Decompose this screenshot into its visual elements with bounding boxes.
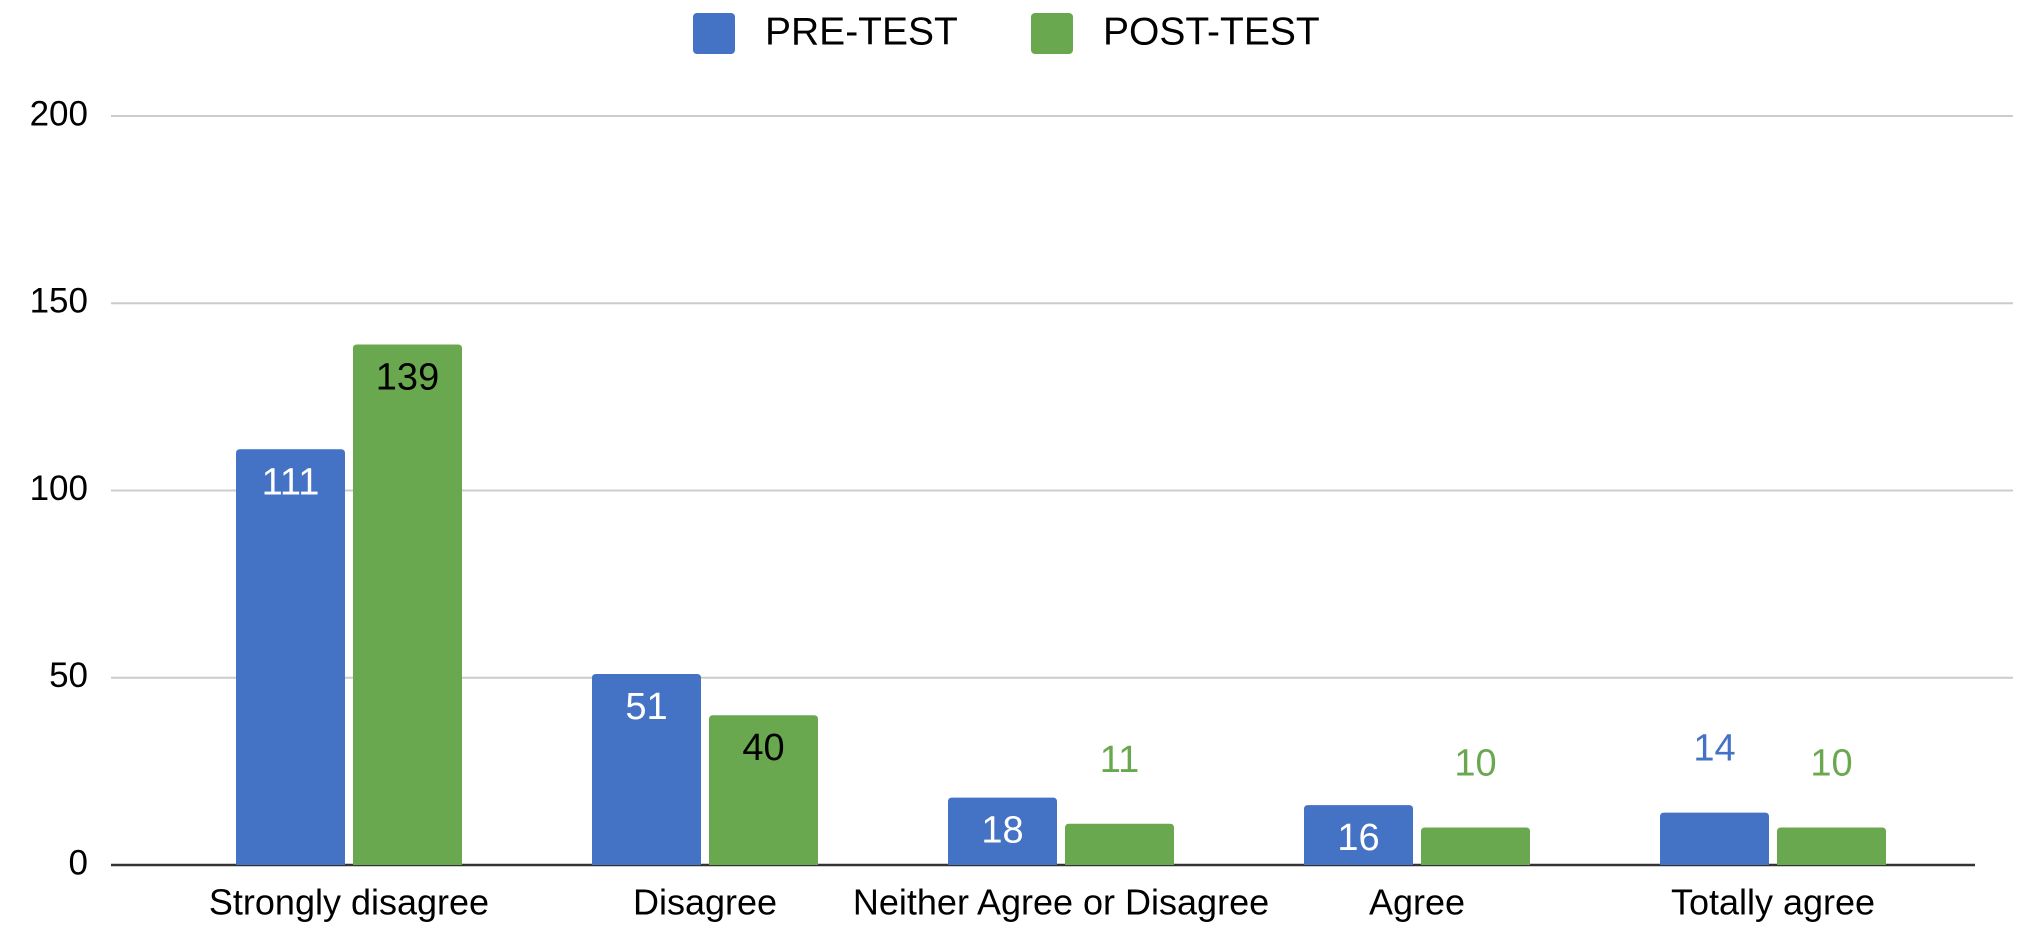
- bar: [1660, 812, 1769, 865]
- x-tick-label: Neither Agree or Disagree: [853, 882, 1269, 923]
- bar: [592, 674, 701, 865]
- value-label: 11: [1100, 739, 1139, 781]
- value-label: 14: [1693, 728, 1735, 770]
- x-tick-label: Totally agree: [1671, 882, 1875, 923]
- bar: [709, 715, 818, 865]
- y-tick-label: 100: [30, 469, 88, 508]
- value-label: 16: [1337, 817, 1379, 859]
- value-label: 18: [981, 810, 1023, 852]
- value-label: 40: [742, 727, 784, 769]
- bar: [236, 449, 345, 865]
- y-tick-label: 50: [49, 656, 88, 695]
- legend-swatch: [1031, 13, 1073, 54]
- legend-label: PRE-TEST: [765, 10, 958, 53]
- x-tick-label: Disagree: [633, 882, 777, 923]
- bar: [353, 344, 462, 865]
- value-label: 51: [625, 686, 667, 728]
- bar: [948, 797, 1057, 865]
- bar: [1777, 827, 1886, 865]
- x-tick-label: Agree: [1369, 882, 1465, 923]
- legend-swatch: [693, 13, 735, 54]
- legend-label: POST-TEST: [1103, 10, 1320, 53]
- bar: [1304, 805, 1413, 865]
- y-tick-label: 0: [69, 843, 88, 882]
- bar: [1065, 823, 1174, 865]
- bar: [1421, 827, 1530, 865]
- y-tick-label: 200: [30, 94, 88, 133]
- value-label: 10: [1454, 743, 1496, 785]
- y-tick-label: 150: [30, 282, 88, 321]
- value-label: 139: [376, 356, 439, 398]
- value-label: 111: [262, 461, 320, 503]
- value-label: 10: [1810, 743, 1852, 785]
- x-tick-label: Strongly disagree: [209, 882, 489, 923]
